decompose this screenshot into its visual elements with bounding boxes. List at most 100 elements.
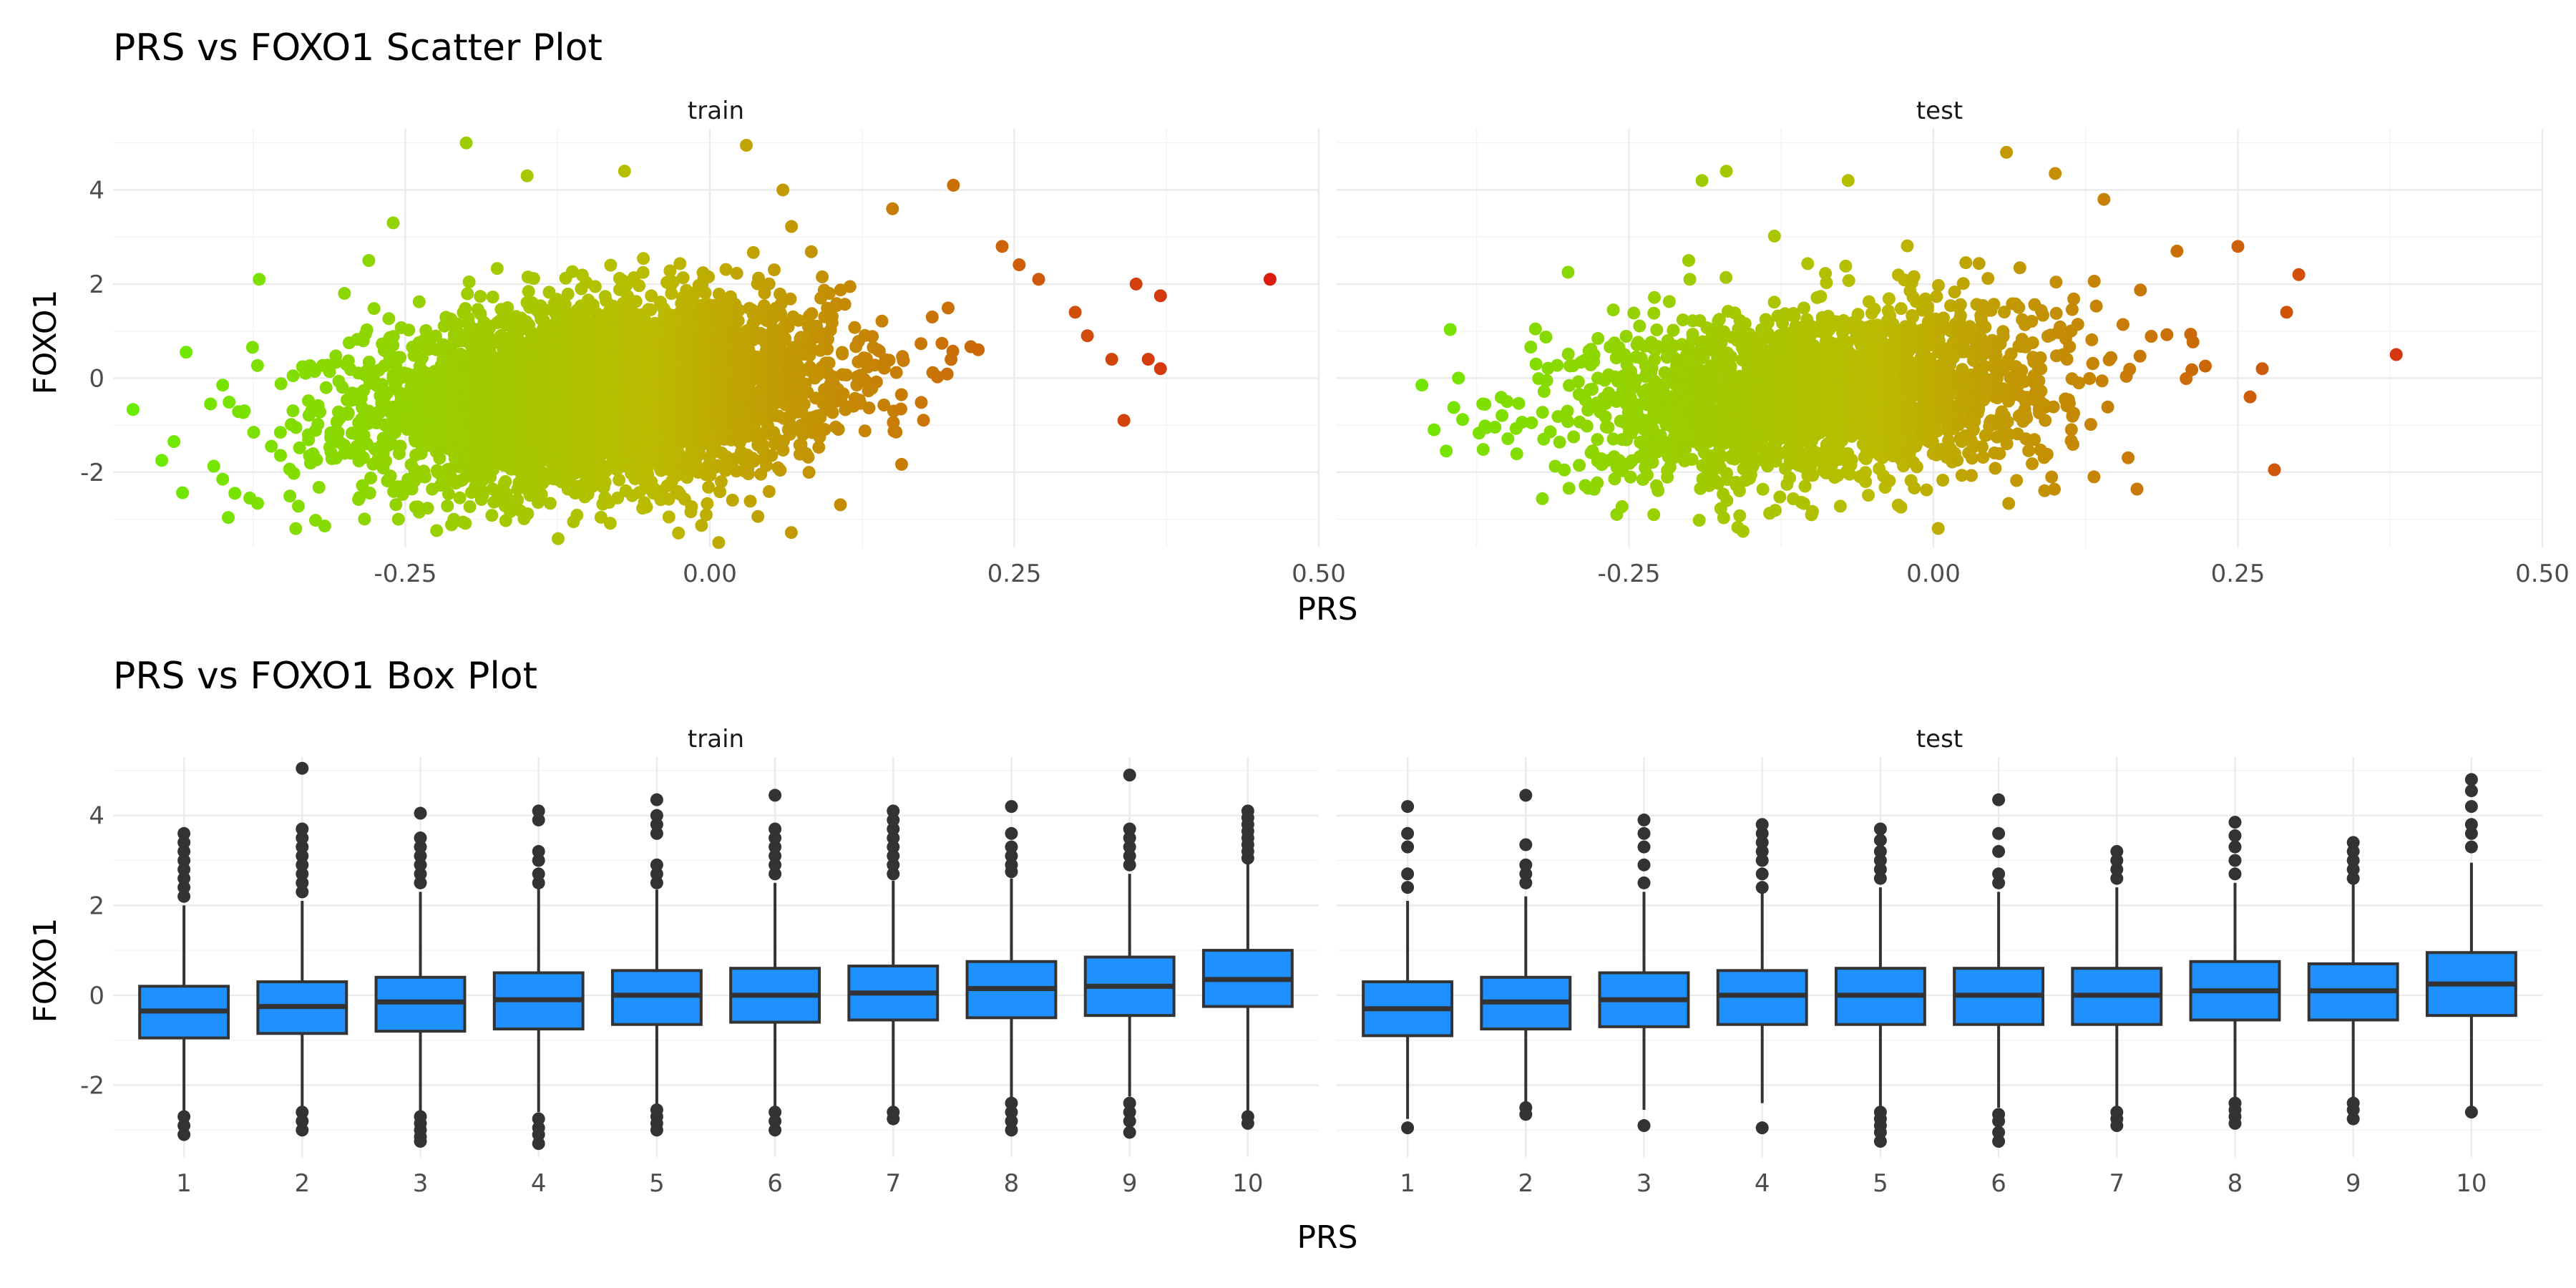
scatter-point xyxy=(762,277,776,291)
scatter-point xyxy=(286,369,300,383)
scatter-point xyxy=(925,311,939,323)
scatter-point xyxy=(831,423,845,436)
scatter-point xyxy=(561,288,575,301)
scatter-point xyxy=(917,414,930,427)
scatter-point xyxy=(379,454,392,468)
scatter-point xyxy=(797,397,811,411)
scatter-point xyxy=(451,317,464,331)
scatter-point xyxy=(743,494,757,508)
scatter-point xyxy=(520,169,534,182)
scatter-point xyxy=(250,358,264,372)
scatter-point xyxy=(251,497,264,510)
scatter-point xyxy=(360,323,374,336)
scatter-point xyxy=(972,343,985,356)
x-tick-label: 0.00 xyxy=(683,560,737,588)
scatter-point xyxy=(453,491,467,504)
scatter-x-axis-label: PRS xyxy=(1297,591,1357,628)
scatter-point xyxy=(1447,401,1460,414)
scatter-point xyxy=(818,423,831,436)
scatter-point xyxy=(419,470,431,484)
scatter-y-axis-label: FOXO1 xyxy=(27,289,64,394)
scatter-point xyxy=(394,351,407,364)
scatter-point xyxy=(341,406,355,420)
scatter-point xyxy=(499,475,512,488)
scatter-point xyxy=(702,270,716,283)
scatter-point xyxy=(441,499,454,512)
scatter-point xyxy=(1105,353,1118,366)
y-tick-label: 2 xyxy=(89,270,104,299)
scatter-point xyxy=(1510,447,1523,461)
scatter-point xyxy=(287,467,301,480)
scatter-point xyxy=(402,323,416,337)
scatter-point xyxy=(382,312,396,326)
scatter-point xyxy=(1117,414,1131,427)
scatter-point xyxy=(216,379,230,392)
scatter-point xyxy=(1551,358,1564,372)
scatter-point xyxy=(644,303,658,316)
scatter-point xyxy=(486,291,499,304)
scatter-point xyxy=(543,497,557,510)
scatter-point xyxy=(726,494,739,507)
scatter-point xyxy=(685,500,698,514)
scatter-point xyxy=(302,394,315,408)
scatter-point xyxy=(1153,362,1167,376)
scatter-point xyxy=(521,507,535,520)
scatter-point xyxy=(167,435,181,449)
scatter-point xyxy=(1586,383,1599,396)
scatter-point xyxy=(701,497,714,510)
scatter-point xyxy=(862,401,876,415)
scatter-point xyxy=(673,257,687,270)
scatter-point xyxy=(421,502,434,515)
scatter-point xyxy=(126,403,140,416)
scatter-point xyxy=(207,459,220,473)
scatter-point xyxy=(640,500,653,514)
scatter-point xyxy=(1488,421,1502,434)
scatter-point xyxy=(1129,277,1143,291)
scatter-point xyxy=(730,266,743,280)
scatter-point xyxy=(1561,415,1575,429)
scatter-point xyxy=(1756,482,1770,496)
scatter-point xyxy=(1553,435,1566,449)
scatter-point xyxy=(535,488,548,501)
scatter-point xyxy=(1528,322,1542,336)
scatter-point xyxy=(784,292,797,306)
box-title: PRS vs FOXO1 Box Plot xyxy=(113,655,537,698)
scatter-point xyxy=(805,307,819,321)
scatter-title: PRS vs FOXO1 Scatter Plot xyxy=(113,26,602,69)
scatter-point xyxy=(429,329,442,343)
scatter-point xyxy=(629,295,643,308)
scatter-point xyxy=(662,510,675,524)
scatter-point xyxy=(273,426,287,439)
scatter-point xyxy=(886,202,899,215)
scatter-point xyxy=(461,287,474,301)
scatter-point xyxy=(1562,482,1576,495)
scatter-point xyxy=(1141,353,1155,366)
scatter-point xyxy=(391,512,405,526)
scatter-point xyxy=(889,366,903,379)
scatter-point xyxy=(1512,396,1526,410)
scatter-point xyxy=(274,449,287,462)
scatter-point xyxy=(774,464,787,477)
scatter-point xyxy=(527,272,540,286)
scatter-point xyxy=(1558,463,1571,477)
scatter-point xyxy=(331,426,345,439)
scatter-point xyxy=(412,295,426,308)
scatter-point xyxy=(336,381,349,394)
scatter-point xyxy=(637,252,650,265)
scatter-point xyxy=(1652,484,1665,497)
scatter-point xyxy=(1627,306,1641,320)
scatter-point xyxy=(882,353,896,367)
scatter-point xyxy=(594,510,608,524)
scatter-point xyxy=(1524,341,1538,353)
scatter-point xyxy=(1580,419,1594,433)
scatter-point xyxy=(329,356,343,369)
x-tick-label: 0.50 xyxy=(1292,560,1346,588)
scatter-point xyxy=(1647,508,1661,522)
scatter-point xyxy=(386,216,400,230)
scatter-point xyxy=(1013,258,1026,271)
scatter-point xyxy=(1573,459,1586,472)
scatter-point xyxy=(1537,385,1551,399)
scatter-point xyxy=(1667,323,1680,337)
scatter-point xyxy=(485,509,499,522)
scatter-point xyxy=(1263,273,1277,286)
